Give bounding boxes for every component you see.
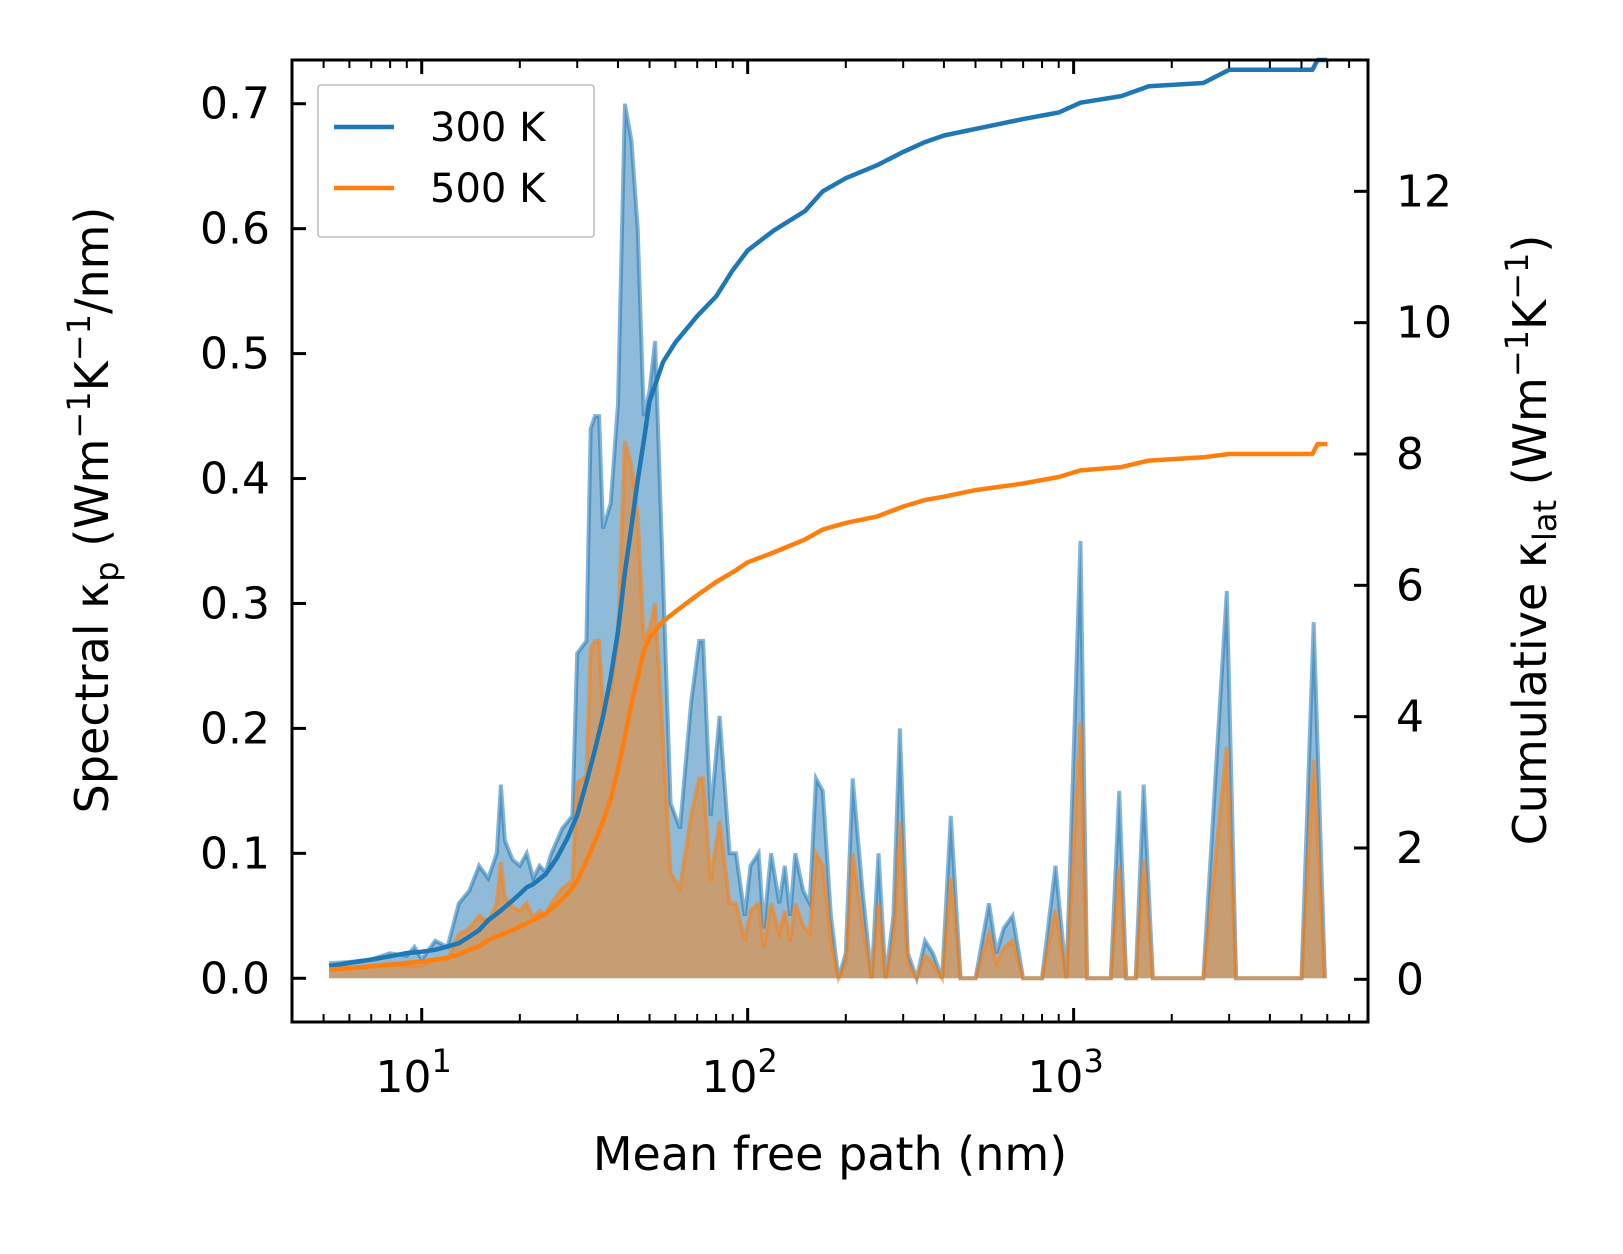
- x-tick-label-base: 10: [376, 1052, 432, 1103]
- y-tick-label: 0.1: [200, 828, 270, 879]
- y-tick-label: 0.6: [200, 204, 270, 255]
- y2-tick-label: 6: [1396, 560, 1424, 611]
- y-tick-label: 0.5: [200, 329, 270, 380]
- spectral-fill-layer: [328, 103, 1327, 986]
- spectral-edge-500k: [329, 440, 1327, 985]
- y2-tick-label: 10: [1396, 298, 1452, 349]
- x-axis-ticks: 101 102 103: [291, 60, 1369, 1103]
- x-tick-label-exp: 1: [432, 1042, 452, 1080]
- y2-tick-label: 4: [1396, 692, 1424, 743]
- x-tick-label-exp: 2: [757, 1042, 777, 1080]
- x-tick-label-exp: 3: [1083, 1042, 1103, 1080]
- spectral-area-500k: [329, 441, 1325, 979]
- plot-frame: [290, 58, 1370, 1024]
- y-tick-label: 0.2: [200, 703, 270, 754]
- legend-box: [317, 84, 595, 238]
- y-tick-label: 0.4: [200, 454, 270, 505]
- x-tick-label-base: 10: [1027, 1052, 1083, 1103]
- legend-label-300k: 300 K: [430, 105, 547, 151]
- y2-tick-label: 2: [1396, 823, 1424, 874]
- y2-tick-label: 12: [1396, 166, 1452, 217]
- legend-label-500k: 500 K: [430, 166, 547, 212]
- y2-axis-label: Cumulative κlat (Wm−1K−1): [1498, 235, 1564, 846]
- y-axis-ticks: 0.0 0.1 0.2 0.3 0.4 0.5 0.6 0.7: [200, 79, 306, 1004]
- x-tick-label: 103: [1027, 1042, 1103, 1103]
- y-axis-label: Spectral κp (Wm−1K−1/nm): [60, 207, 126, 814]
- x-tick-label: 101: [376, 1042, 452, 1103]
- cumulative-line-300k: [328, 57, 1328, 969]
- y2-axis-ticks: 0 2 4 6 8 10 12: [1354, 166, 1452, 1005]
- x-tick-label: 102: [701, 1042, 777, 1103]
- cumulative-line-500k: [328, 441, 1328, 972]
- spectral-area-300k: [329, 103, 1325, 979]
- x-tick-label-base: 10: [701, 1052, 757, 1103]
- y-tick-label: 0.0: [200, 953, 270, 1004]
- y2-tick-label: 0: [1396, 954, 1424, 1005]
- y2-tick-label: 8: [1396, 429, 1424, 480]
- legend: 300 K 500 K: [317, 84, 595, 238]
- series-line-layer: [328, 57, 1328, 972]
- x-axis-label: Mean free path (nm): [593, 1127, 1067, 1181]
- y-tick-label: 0.3: [200, 578, 270, 629]
- y-tick-label: 0.7: [200, 79, 270, 130]
